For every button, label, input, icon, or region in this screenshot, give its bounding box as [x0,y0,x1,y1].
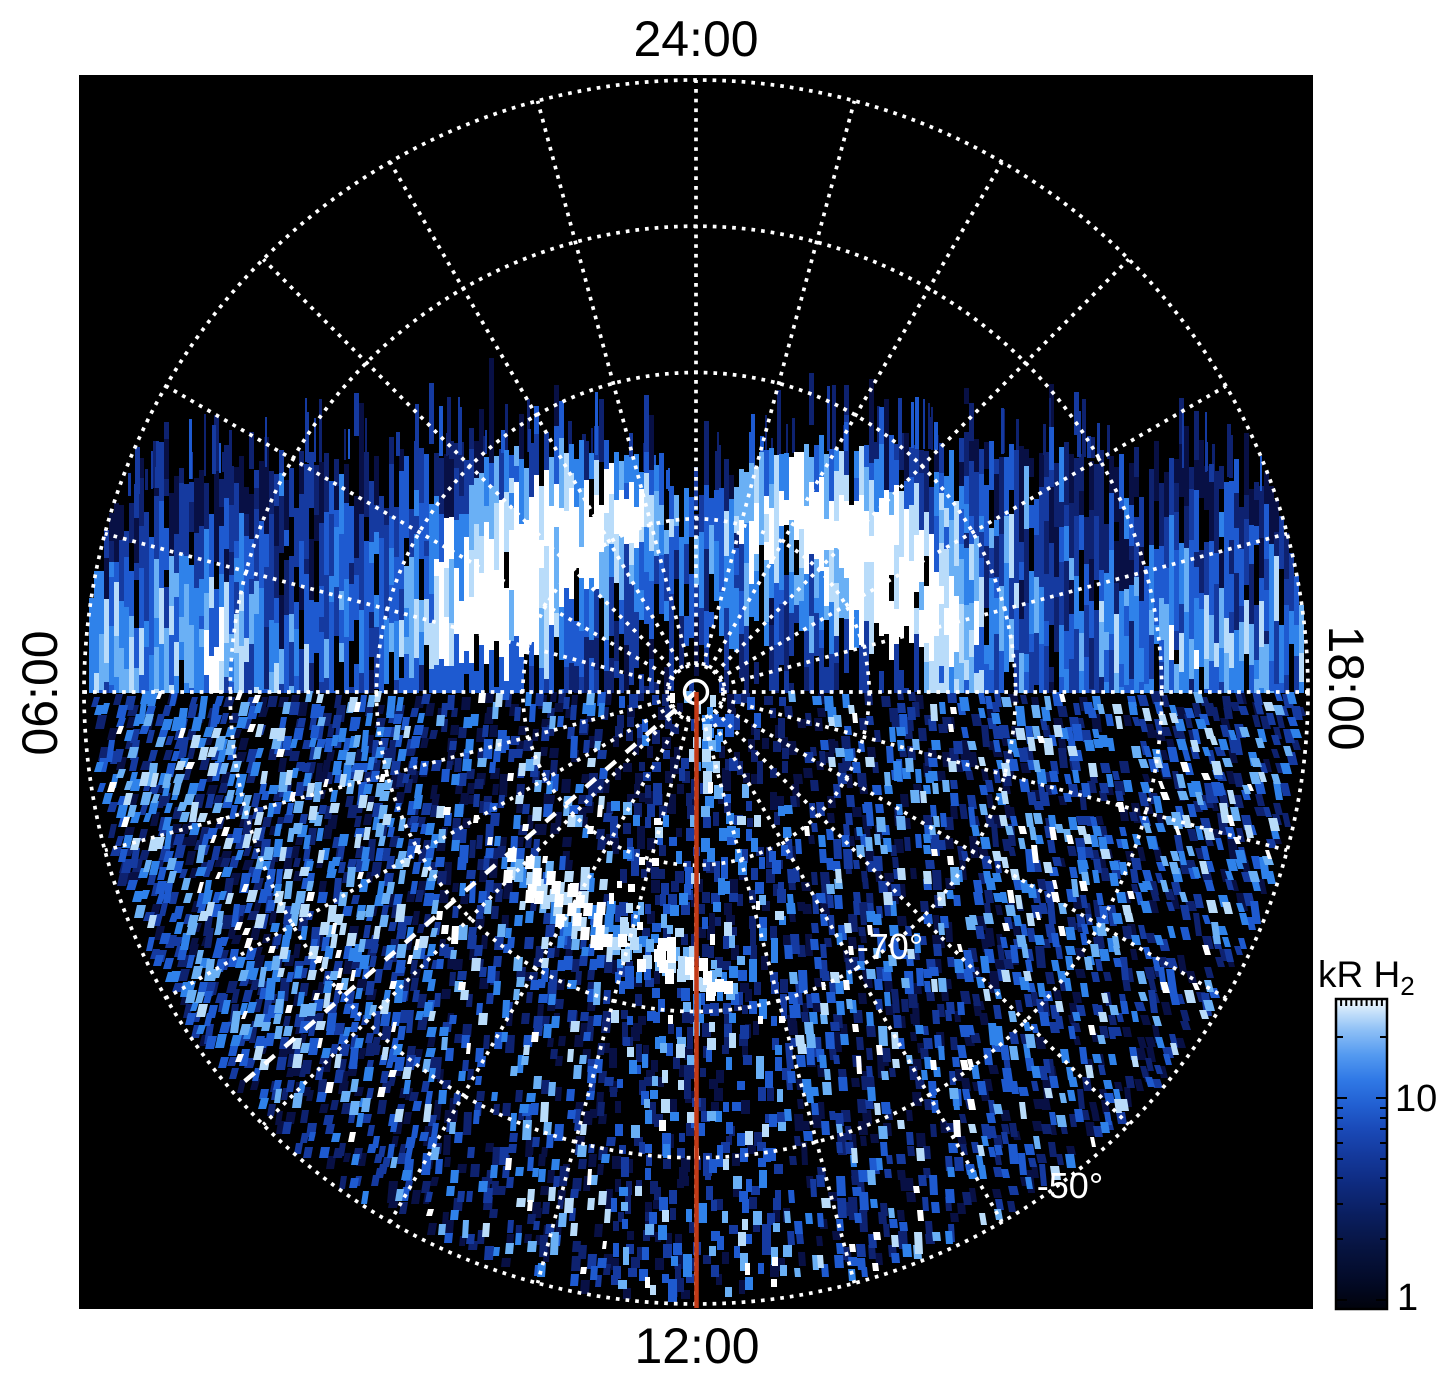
svg-text:-70°: -70° [857,926,923,967]
svg-text:10: 10 [1395,1078,1437,1120]
svg-text:-50°: -50° [1037,1165,1103,1206]
svg-text:24:00: 24:00 [633,11,758,67]
svg-text:kR H2: kR H2 [1318,954,1415,1001]
svg-text:12:00: 12:00 [634,1318,759,1374]
svg-text:18:00: 18:00 [1318,625,1374,750]
svg-text:1: 1 [1397,1277,1418,1319]
svg-text:06:00: 06:00 [12,630,68,755]
